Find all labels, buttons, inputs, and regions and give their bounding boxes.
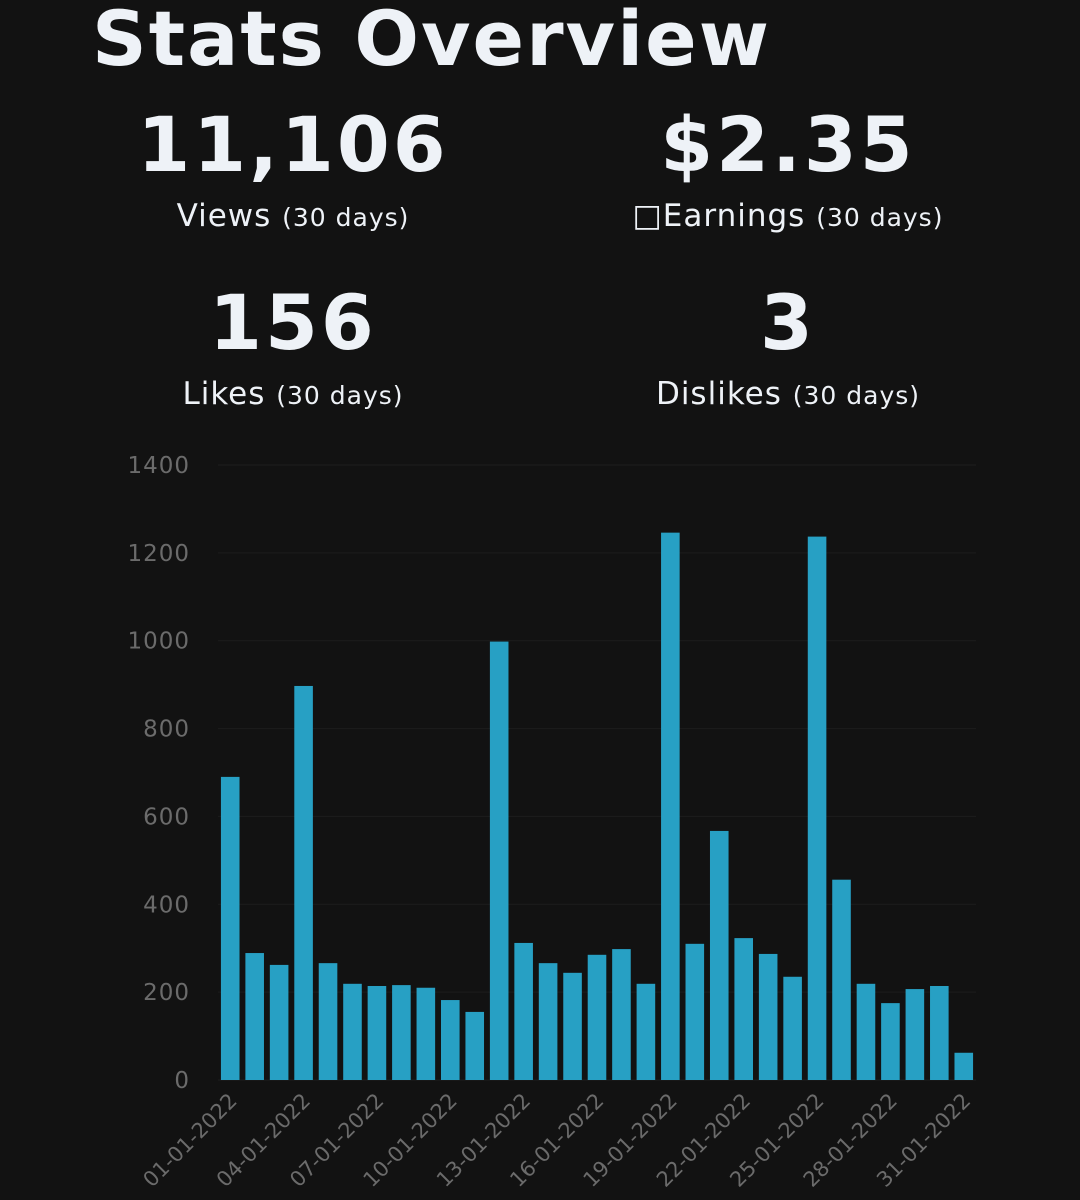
bar	[783, 976, 802, 1080]
y-tick-label: 1400	[127, 453, 190, 479]
stat-label: Dislikes	[655, 376, 782, 412]
bar	[881, 1003, 900, 1080]
bar	[612, 949, 631, 1080]
stat: $2.35 □Earnings (30 days)	[548, 100, 1028, 234]
bar	[807, 536, 827, 1080]
bar	[294, 685, 313, 1080]
bar	[220, 776, 240, 1080]
bar	[343, 983, 362, 1080]
y-tick-label: 200	[143, 980, 190, 1006]
stat-label: Likes	[182, 376, 266, 412]
stat-period: (30 days)	[276, 381, 404, 410]
y-tick-label: 1000	[127, 629, 190, 655]
bar	[563, 972, 582, 1080]
stat-value: 3	[760, 278, 816, 367]
stat: 156 Likes (30 days)	[53, 278, 533, 412]
bar	[367, 985, 387, 1080]
stat-label-row: Dislikes (30 days)	[548, 376, 1028, 412]
stat-period: (30 days)	[282, 203, 410, 232]
bar	[514, 942, 533, 1080]
y-tick-label: 0	[174, 1068, 190, 1094]
y-tick-label: 600	[143, 804, 190, 830]
bar	[245, 953, 264, 1080]
stat-period: (30 days)	[816, 203, 944, 232]
bar	[709, 830, 729, 1080]
stat-label-row: Views (30 days)	[53, 198, 533, 234]
bar	[930, 985, 949, 1080]
stat-period: (30 days)	[792, 381, 921, 410]
bar	[636, 983, 656, 1080]
bar	[538, 963, 558, 1080]
y-tick-label: 400	[143, 892, 190, 918]
stat-label-row: □Earnings (30 days)	[548, 198, 1028, 234]
stat-label-row: Likes (30 days)	[53, 376, 533, 412]
stat-value: 11,106	[137, 100, 449, 189]
stat: 3 Dislikes (30 days)	[548, 278, 1028, 412]
stat-value: $2.35	[660, 100, 916, 189]
page-title: Stats Overview	[92, 0, 771, 83]
bar	[489, 641, 509, 1080]
bar	[734, 938, 754, 1080]
stat-label: □Earnings	[632, 198, 806, 234]
bar	[587, 954, 607, 1080]
bar	[685, 943, 705, 1080]
stat-value: 156	[209, 278, 377, 367]
bar	[905, 989, 925, 1080]
bar	[465, 1011, 485, 1080]
y-tick-label: 800	[143, 717, 190, 743]
bar	[318, 963, 338, 1080]
y-tick-label: 1200	[127, 541, 190, 567]
bar	[661, 532, 680, 1080]
bar	[269, 964, 289, 1080]
bar	[758, 953, 778, 1080]
bar	[440, 1000, 460, 1080]
bar	[392, 985, 411, 1080]
bar	[832, 879, 851, 1080]
stat-label: Views	[176, 198, 272, 234]
bar	[416, 987, 436, 1080]
stat: 11,106 Views (30 days)	[53, 100, 533, 234]
bar	[856, 983, 876, 1080]
bar	[954, 1052, 974, 1080]
